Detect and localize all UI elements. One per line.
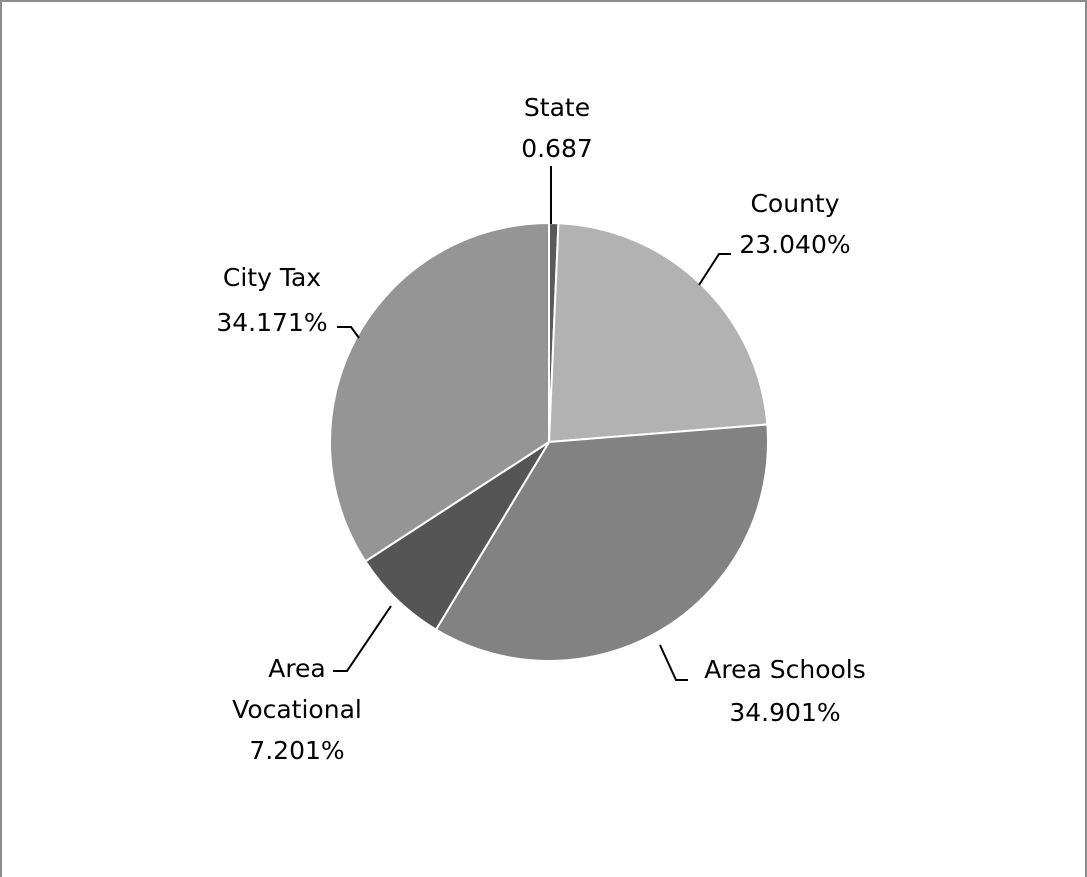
county-label-value: 23.040% [739, 230, 850, 259]
area-vocational-label-category: Vocational [232, 695, 362, 724]
state-data-label: State 0.687 [521, 93, 593, 163]
city-tax-label-value: 34.171% [216, 308, 327, 337]
pie-slices [329, 221, 769, 662]
pie-slice-area-vocational [363, 441, 550, 631]
area-schools-label-name: Area Schools [704, 655, 866, 684]
county-label-name: County [750, 189, 839, 218]
area-vocational-leader-line [333, 605, 392, 672]
area-vocational-label-name: Area [268, 654, 326, 683]
state-label-value: 0.687 [521, 134, 593, 163]
leader-lines [333, 166, 731, 681]
area-vocational-label-value: 7.201% [249, 736, 344, 765]
city-tax-label-name: City Tax [223, 263, 321, 292]
county-data-label: County 23.040% [739, 189, 850, 259]
pie-slice-area-schools [434, 423, 769, 662]
pie-slice-city-tax [329, 221, 550, 563]
county-leader-line [698, 253, 731, 286]
city-tax-data-label: City Tax 34.171% [216, 263, 327, 337]
area-vocational-data-label: Area Vocational 7.201% [232, 654, 362, 765]
state-label-name: State [524, 93, 590, 122]
city-tax-leader-line [337, 326, 360, 339]
pie-slice-county [547, 222, 769, 444]
area-schools-label-value: 34.901% [729, 698, 840, 727]
area-schools-leader-line [659, 644, 688, 681]
area-schools-data-label: Area Schools 34.901% [704, 655, 866, 727]
